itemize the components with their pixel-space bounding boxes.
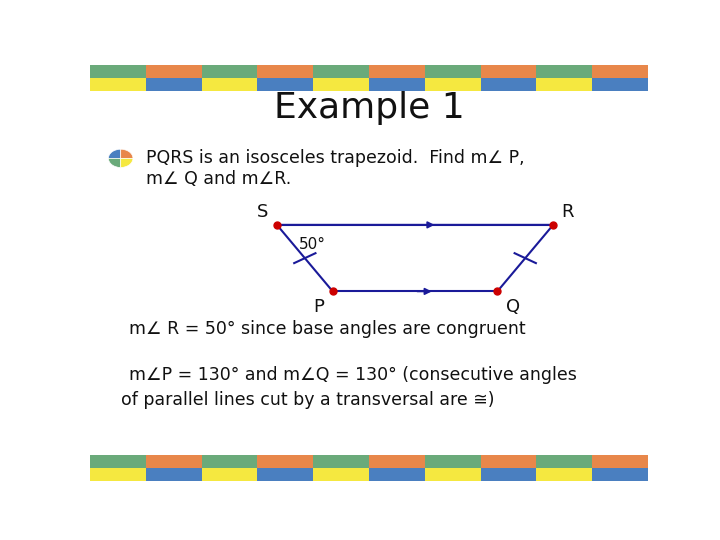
Polygon shape [90,455,145,468]
Text: Q: Q [505,298,520,316]
Polygon shape [313,78,369,91]
Polygon shape [425,65,481,78]
Polygon shape [593,65,648,78]
Polygon shape [313,65,369,78]
Text: m∠ R = 50° since base angles are congruent: m∠ R = 50° since base angles are congrue… [129,320,526,338]
Text: 50°: 50° [300,238,326,252]
Polygon shape [369,78,425,91]
Polygon shape [202,468,258,481]
Polygon shape [202,455,258,468]
Text: S: S [257,202,269,221]
Polygon shape [425,78,481,91]
Polygon shape [90,468,145,481]
Polygon shape [258,65,313,78]
Text: m∠ Q and m∠R.: m∠ Q and m∠R. [145,170,291,188]
Polygon shape [258,78,313,91]
Polygon shape [145,455,202,468]
Polygon shape [593,78,648,91]
Wedge shape [109,158,121,167]
Wedge shape [109,149,121,158]
Text: PQRS is an isosceles trapezoid.  Find m∠ P,: PQRS is an isosceles trapezoid. Find m∠ … [145,150,524,167]
Polygon shape [481,455,536,468]
Polygon shape [145,468,202,481]
Polygon shape [258,455,313,468]
Polygon shape [90,78,145,91]
Polygon shape [202,78,258,91]
Polygon shape [536,455,593,468]
Polygon shape [145,78,202,91]
Polygon shape [481,78,536,91]
Polygon shape [313,455,369,468]
Polygon shape [313,468,369,481]
Polygon shape [536,78,593,91]
Text: P: P [313,298,324,316]
Polygon shape [536,65,593,78]
Text: Example 1: Example 1 [274,91,464,125]
Polygon shape [481,65,536,78]
Polygon shape [90,65,145,78]
Polygon shape [202,65,258,78]
Polygon shape [425,468,481,481]
Polygon shape [481,468,536,481]
Polygon shape [369,65,425,78]
Text: R: R [562,202,574,221]
Text: of parallel lines cut by a transversal are ≅): of parallel lines cut by a transversal a… [121,390,494,409]
Polygon shape [593,455,648,468]
Wedge shape [121,149,133,158]
Polygon shape [369,468,425,481]
Polygon shape [258,468,313,481]
Text: m∠P = 130° and m∠Q = 130° (consecutive angles: m∠P = 130° and m∠Q = 130° (consecutive a… [129,366,577,383]
Polygon shape [369,455,425,468]
Polygon shape [593,468,648,481]
Wedge shape [121,158,133,167]
Polygon shape [145,65,202,78]
Polygon shape [536,468,593,481]
Polygon shape [425,455,481,468]
